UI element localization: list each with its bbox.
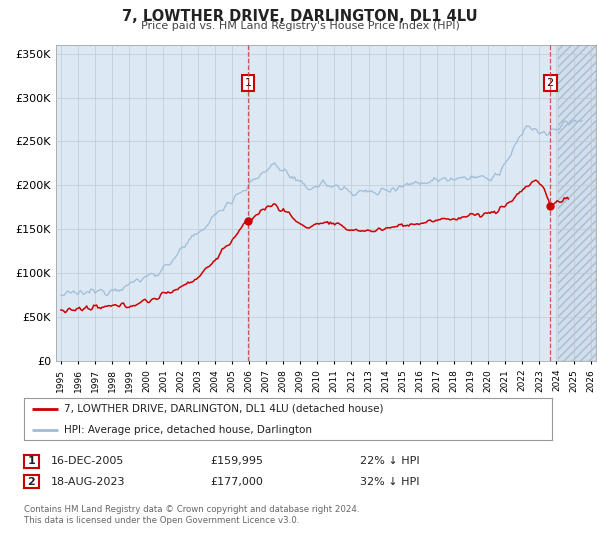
Text: £159,995: £159,995 <box>210 456 263 466</box>
Text: HPI: Average price, detached house, Darlington: HPI: Average price, detached house, Darl… <box>64 426 311 435</box>
Text: 1: 1 <box>28 456 35 466</box>
Text: 32% ↓ HPI: 32% ↓ HPI <box>360 477 419 487</box>
Text: 1: 1 <box>245 78 252 88</box>
Text: 16-DEC-2005: 16-DEC-2005 <box>51 456 124 466</box>
Text: 7, LOWTHER DRIVE, DARLINGTON, DL1 4LU (detached house): 7, LOWTHER DRIVE, DARLINGTON, DL1 4LU (d… <box>64 404 383 414</box>
Bar <box>558 45 596 361</box>
Text: Price paid vs. HM Land Registry's House Price Index (HPI): Price paid vs. HM Land Registry's House … <box>140 21 460 31</box>
Text: Contains HM Land Registry data © Crown copyright and database right 2024.
This d: Contains HM Land Registry data © Crown c… <box>24 505 359 525</box>
Text: 2: 2 <box>547 78 554 88</box>
Text: 22% ↓ HPI: 22% ↓ HPI <box>360 456 419 466</box>
Bar <box>558 45 596 361</box>
Text: 2: 2 <box>28 477 35 487</box>
Text: 7, LOWTHER DRIVE, DARLINGTON, DL1 4LU: 7, LOWTHER DRIVE, DARLINGTON, DL1 4LU <box>122 9 478 24</box>
Text: £177,000: £177,000 <box>210 477 263 487</box>
Text: 18-AUG-2023: 18-AUG-2023 <box>51 477 125 487</box>
